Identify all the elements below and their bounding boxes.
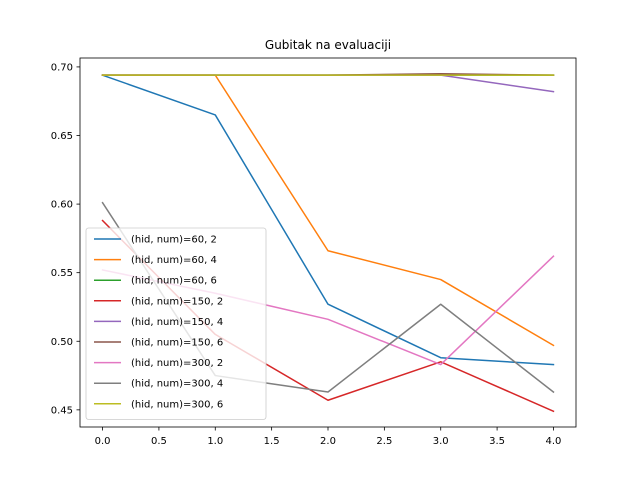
y-tick-label: 0.50: [51, 337, 73, 348]
x-tick-label: 2.5: [376, 436, 392, 447]
x-tick-label: 4.0: [546, 436, 562, 447]
legend-label-7: (hid, num)=300, 4: [131, 379, 223, 390]
x-tick-label: 0.5: [151, 436, 167, 447]
legend-label-0: (hid, num)=60, 2: [131, 235, 217, 246]
y-tick-label: 0.60: [51, 200, 73, 211]
legend-label-2: (hid, num)=60, 6: [131, 276, 217, 287]
x-tick-label: 0.0: [95, 436, 111, 447]
chart-title: Gubitak na evaluaciji: [265, 38, 391, 52]
x-tick-label: 1.0: [207, 436, 223, 447]
x-tick-label: 3.0: [433, 436, 449, 447]
x-tick-label: 1.5: [264, 436, 280, 447]
legend-label-1: (hid, num)=60, 4: [131, 255, 217, 266]
legend-label-3: (hid, num)=150, 2: [131, 296, 223, 307]
legend-label-6: (hid, num)=300, 2: [131, 358, 223, 369]
legend-box: [85, 227, 267, 420]
x-tick-label: 2.0: [320, 436, 336, 447]
legend: (hid, num)=60, 2 (hid, num)=60, 4 (hid, nu…: [85, 227, 267, 420]
y-tick-label: 0.70: [51, 62, 73, 73]
x-tick-label: 3.5: [489, 436, 505, 447]
series-line-0: [101, 74, 555, 366]
legend-label-5: (hid, num)=150, 6: [131, 338, 223, 349]
legend-label-4: (hid, num)=150, 4: [131, 317, 223, 328]
y-tick-label: 0.65: [51, 131, 73, 142]
legend-label-8: (hid, num)=300, 6: [131, 399, 223, 410]
axes-layer: 0.0 0.5 1.0 1.5 2.0 2.5 3.0 3.5 4.0 0.45 0.50 0.55 0…: [51, 57, 577, 447]
y-tick-label: 0.45: [51, 405, 73, 416]
y-tick-label: 0.55: [51, 268, 73, 279]
